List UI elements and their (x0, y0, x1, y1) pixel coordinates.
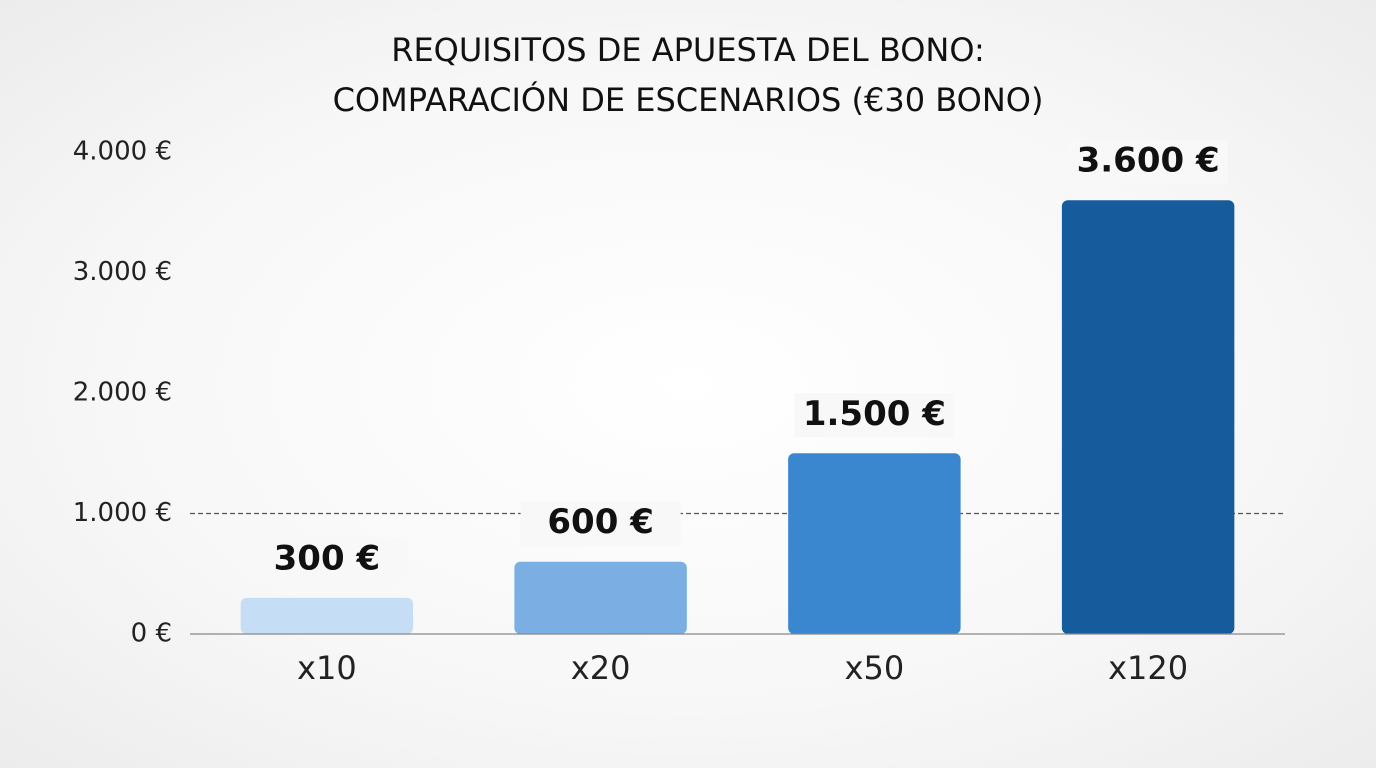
y-tick-label: 2.000 € (73, 378, 172, 408)
value-label: 600 € (547, 502, 653, 542)
bar (514, 561, 687, 634)
chart-title: COMPARACIÓN DE ESCENARIOS (€30 BONO) (333, 80, 1044, 119)
chart-title: REQUISITOS DE APUESTA DEL BONO: (391, 31, 985, 69)
value-label: 1.500 € (803, 394, 946, 434)
bar (788, 453, 961, 634)
value-label: 300 € (274, 538, 380, 578)
x-tick-label: x120 (1108, 649, 1188, 687)
bar (240, 597, 414, 634)
y-tick-label: 3.000 € (73, 257, 172, 287)
y-tick-label: 4.000 € (73, 137, 172, 167)
x-tick-label: x20 (571, 649, 631, 687)
x-tick-label: x10 (297, 649, 357, 687)
y-tick-label: 0 € (131, 619, 172, 649)
x-tick-label: x50 (845, 649, 905, 687)
bar (1061, 200, 1235, 634)
y-tick-label: 1.000 € (73, 498, 172, 528)
value-label: 3.600 € (1077, 141, 1220, 181)
